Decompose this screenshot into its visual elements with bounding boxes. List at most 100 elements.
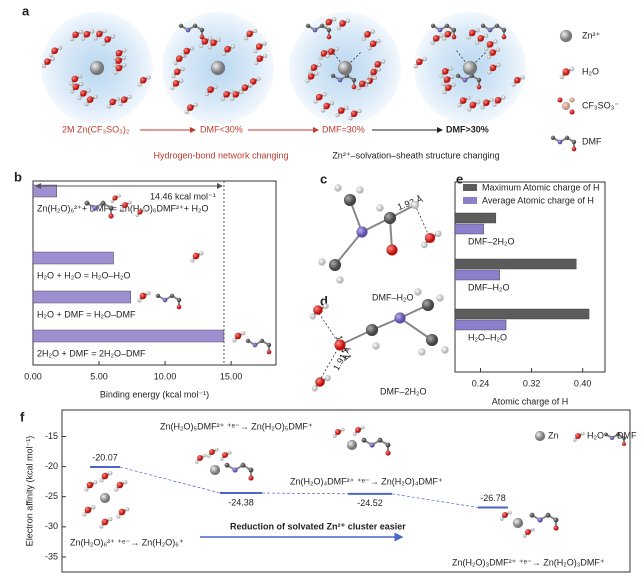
- atom: [448, 66, 453, 71]
- atom: [79, 89, 87, 97]
- atom: [421, 241, 428, 249]
- atom: [84, 506, 92, 514]
- annotation: Reduction of solvated Zn²⁺ cluster easie…: [230, 521, 406, 531]
- atom: [78, 29, 84, 35]
- x-axis-title: Atomic charge of H: [492, 396, 569, 406]
- atom: [457, 102, 462, 108]
- bar: [32, 251, 114, 265]
- atom: [69, 81, 74, 86]
- atom: [340, 427, 345, 432]
- atom: [376, 38, 381, 44]
- atom: [311, 385, 318, 392]
- note: Zn²⁺–solvation–sheath structure changing: [332, 150, 499, 160]
- atom: [501, 27, 507, 33]
- atom: [369, 442, 375, 448]
- atom: [343, 193, 357, 207]
- atom: [361, 36, 367, 41]
- atom: [122, 63, 127, 68]
- atom: [328, 258, 342, 272]
- atom: [571, 146, 577, 152]
- atom: [437, 27, 443, 33]
- atom: [318, 55, 323, 61]
- atom: [139, 76, 147, 84]
- atom: [572, 438, 577, 442]
- atom: [115, 97, 121, 102]
- atom: [101, 41, 107, 47]
- atom: [501, 95, 506, 100]
- atom: [386, 244, 398, 256]
- atom: [127, 200, 132, 205]
- atom: [232, 90, 240, 98]
- atom: [489, 97, 494, 103]
- molecule-label: DMF–2H₂O: [380, 386, 427, 396]
- atom: [109, 98, 117, 106]
- atom: [569, 97, 575, 103]
- atom: [121, 201, 129, 209]
- atom: [469, 101, 477, 109]
- atom: [334, 46, 339, 52]
- atom: [114, 487, 119, 492]
- value-label: -20.07: [92, 452, 118, 462]
- atom: [483, 33, 489, 38]
- atom: [432, 34, 440, 42]
- legend-label: CF₃SO₃⁻: [582, 100, 619, 110]
- bar: [454, 269, 500, 281]
- bond: [399, 317, 433, 341]
- atom: [179, 78, 184, 83]
- atom: [534, 430, 546, 442]
- atom: [183, 47, 191, 55]
- atom: [385, 450, 391, 456]
- atom: [121, 55, 127, 61]
- atom: [385, 442, 391, 448]
- category-label: H₂O–H₂O: [468, 332, 507, 342]
- atom: [193, 102, 198, 108]
- atom: [513, 76, 521, 84]
- atom: [99, 524, 104, 529]
- atom: [370, 29, 376, 34]
- atom: [48, 53, 54, 58]
- atom: [248, 467, 254, 473]
- stage-label: DMF<30%: [200, 124, 243, 134]
- atom: [372, 75, 378, 81]
- atom: [229, 89, 235, 94]
- atom: [495, 47, 501, 52]
- atom: [213, 84, 219, 90]
- atom: [320, 49, 328, 57]
- atom: [511, 82, 516, 87]
- atom: [173, 68, 181, 76]
- atom: [86, 481, 94, 489]
- atom: [101, 518, 109, 526]
- atom: [241, 331, 246, 336]
- atom: [372, 342, 380, 350]
- atom: [116, 514, 121, 519]
- atom: [256, 55, 264, 63]
- atom: [84, 101, 89, 107]
- atom: [110, 34, 116, 39]
- atom: [146, 75, 151, 80]
- atom: [232, 338, 237, 343]
- atom: [135, 213, 139, 218]
- atom: [315, 377, 325, 387]
- atom: [376, 67, 382, 72]
- atom: [245, 338, 251, 344]
- atom: [455, 73, 461, 79]
- atom: [609, 435, 615, 441]
- atom: [125, 507, 130, 512]
- atom: [475, 28, 480, 33]
- y-tick-label: -25: [45, 491, 58, 501]
- atom: [496, 62, 501, 68]
- atom: [476, 100, 481, 105]
- atom: [176, 297, 182, 303]
- atom: [104, 35, 112, 43]
- annotation: 14.46 kcal mol⁻¹: [150, 191, 216, 201]
- atom: [476, 84, 482, 90]
- bar: [454, 212, 497, 224]
- atom: [252, 28, 258, 34]
- atom: [462, 77, 468, 83]
- atom: [214, 447, 219, 452]
- atom: [522, 534, 527, 538]
- atom: [221, 451, 229, 459]
- atom: [206, 454, 211, 458]
- atom: [309, 313, 316, 320]
